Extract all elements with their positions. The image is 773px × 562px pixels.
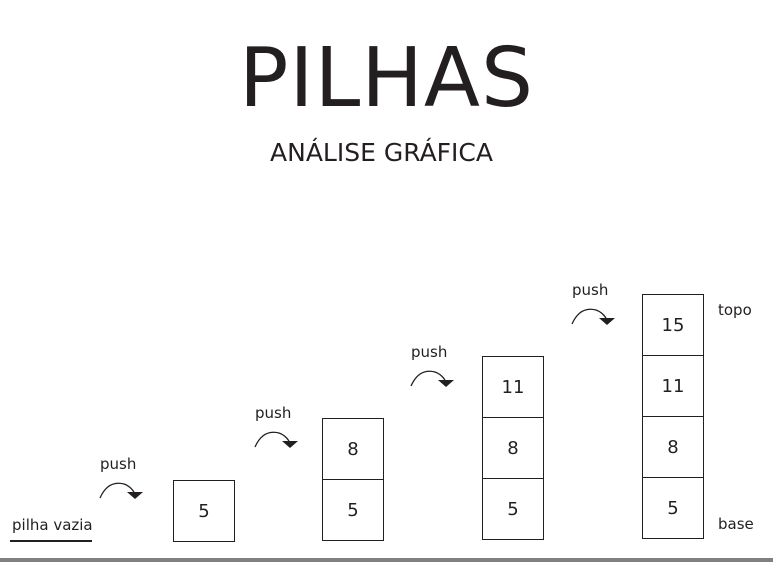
stack-cell: 5 [482,478,544,540]
base-label: base [718,515,754,533]
bottom-edge [0,558,773,562]
stack-cell: 5 [322,479,384,541]
stack-cell: 11 [482,356,544,418]
stack-cell: 11 [642,355,704,417]
empty-stack-line [10,540,92,542]
stack-1: 5 [173,480,235,542]
stack-cell: 5 [173,480,235,542]
stack-cell: 8 [642,416,704,478]
stack-cell: 15 [642,294,704,356]
stack-4: 15 11 8 5 [642,294,704,539]
push-label-3: push [411,343,448,361]
stack-2: 8 5 [322,418,384,541]
stack-3: 11 8 5 [482,356,544,540]
push-label-1: push [100,455,137,473]
push-arrow-icon-3 [410,370,454,387]
push-arrow-icon-1 [99,482,143,499]
top-label: topo [718,301,752,319]
push-label-2: push [255,404,292,422]
push-arrow-icon-2 [254,431,298,448]
page-title: PILHAS [238,31,535,126]
page-subtitle: ANÁLISE GRÁFICA [270,138,493,167]
stack-cell: 8 [482,417,544,479]
push-label-4: push [572,281,609,299]
push-arrow-icon-4 [571,308,615,325]
empty-stack-label: pilha vazia [12,516,93,534]
stack-cell: 5 [642,477,704,539]
stack-cell: 8 [322,418,384,480]
